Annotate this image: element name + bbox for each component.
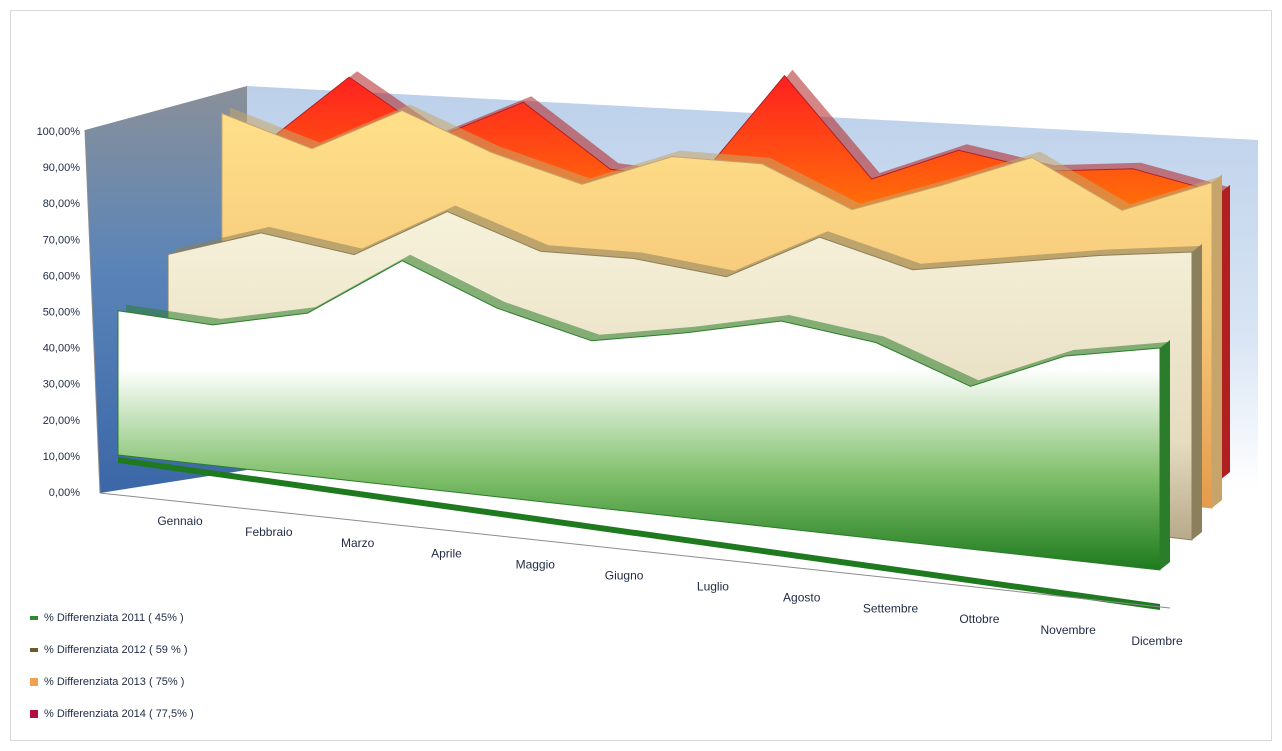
legend-swatch-2014 — [30, 710, 38, 718]
y-tick-label: 30,00% — [43, 379, 81, 391]
legend-swatch-2011 — [30, 616, 38, 620]
series-floor-2011 — [118, 457, 1160, 610]
x-tick-label: Febbraio — [245, 525, 293, 539]
x-tick-label: Dicembre — [1131, 634, 1183, 648]
legend-label-2011: % Differenziata 2011 ( 45% ) — [44, 612, 184, 624]
legend-label-2014: % Differenziata 2014 ( 77,5% ) — [44, 708, 194, 720]
x-tick-label: Marzo — [341, 536, 375, 550]
x-tick-label: Ottobre — [959, 612, 999, 626]
legend-label-2013: % Differenziata 2013 ( 75% ) — [44, 676, 185, 688]
x-tick-label: Novembre — [1041, 623, 1097, 637]
y-tick-label: 40,00% — [43, 343, 81, 355]
series-cap-2013 — [1212, 174, 1222, 508]
y-tick-label: 20,00% — [43, 415, 81, 427]
x-tick-label: Aprile — [431, 547, 462, 561]
legend-swatch-2013 — [30, 678, 38, 686]
legend: % Differenziata 2011 ( 45% ) % Differenz… — [30, 602, 194, 730]
y-tick-label: 100,00% — [37, 126, 81, 138]
y-axis-line — [84, 129, 101, 494]
x-tick-label: Agosto — [783, 590, 821, 604]
x-tick-label: Settembre — [863, 601, 919, 615]
y-axis: 0,00% 10,00% 20,00% 30,00% 40,00% 50,00% 60,00… — [37, 126, 101, 499]
series-group — [117, 69, 1230, 610]
legend-item-2014: % Differenziata 2014 ( 77,5% ) — [30, 698, 194, 730]
x-tick-label: Maggio — [516, 558, 556, 572]
legend-swatch-2012 — [30, 648, 38, 652]
legend-item-2013: % Differenziata 2013 ( 75% ) — [30, 666, 194, 698]
y-tick-label: 90,00% — [43, 162, 81, 174]
x-tick-labels: Gennaio Febbraio Marzo Aprile Maggio Giugno Lu… — [157, 514, 1183, 648]
x-tick-label: Giugno — [605, 569, 644, 583]
x-axis-line — [99, 492, 1171, 609]
x-axis: Gennaio Febbraio Marzo Aprile Maggio Giugno Lu… — [99, 492, 1183, 648]
y-tick-labels: 0,00% 10,00% 20,00% 30,00% 40,00% 50,00% 60,00… — [37, 126, 81, 499]
series-cap-2012 — [1192, 244, 1202, 540]
legend-item-2011: % Differenziata 2011 ( 45% ) — [30, 602, 194, 634]
y-tick-label: 50,00% — [43, 307, 81, 319]
x-tick-label: Luglio — [697, 579, 729, 593]
y-tick-label: 70,00% — [43, 234, 81, 246]
y-tick-label: 80,00% — [43, 198, 81, 210]
y-tick-label: 0,00% — [49, 487, 80, 499]
legend-label-2012: % Differenziata 2012 ( 59 % ) — [44, 644, 188, 656]
x-tick-label: Gennaio — [157, 514, 203, 528]
series-cap-2011 — [1160, 340, 1170, 570]
series-cap-2014 — [1220, 184, 1230, 480]
series-area-2011 — [117, 260, 1161, 571]
y-tick-label: 10,00% — [43, 451, 81, 463]
legend-item-2012: % Differenziata 2012 ( 59 % ) — [30, 634, 194, 666]
y-tick-label: 60,00% — [43, 270, 81, 282]
